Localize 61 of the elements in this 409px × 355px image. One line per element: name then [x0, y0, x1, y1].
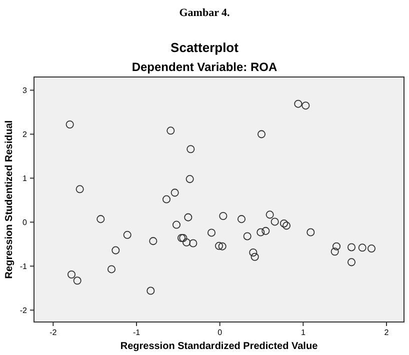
text: Gambar 4. [179, 7, 230, 19]
point [256, 228, 265, 236]
point [214, 242, 224, 250]
point [294, 100, 302, 108]
point [96, 215, 105, 224]
y-axis-title: Regression Studentized Residual [4, 120, 15, 279]
point [347, 243, 356, 252]
point [249, 248, 258, 257]
point [347, 258, 356, 266]
point [66, 120, 74, 129]
point [107, 265, 116, 274]
y-tick-label: 1 [22, 174, 28, 184]
point [243, 232, 252, 240]
point [330, 248, 339, 256]
x-tick-label: 1 [300, 328, 306, 337]
point [149, 237, 158, 246]
x-tick-label: -1 [132, 328, 141, 337]
point [177, 234, 186, 242]
point [186, 175, 194, 184]
point [67, 270, 76, 279]
point [112, 246, 120, 254]
point [332, 242, 341, 250]
point [280, 219, 288, 228]
y-tick-label: 2 [22, 130, 28, 140]
point [306, 228, 315, 236]
point [76, 185, 84, 194]
point [207, 228, 216, 237]
point [146, 286, 155, 295]
point [302, 102, 310, 110]
point [189, 239, 198, 248]
point [250, 252, 259, 261]
y-tick-label: -1 [20, 262, 28, 272]
point [218, 242, 226, 250]
point [237, 215, 246, 224]
y-tick-label: 0 [22, 218, 28, 228]
point [73, 276, 82, 285]
point [262, 226, 270, 235]
chart-subtitle: Dependent Variable: ROA [132, 60, 278, 74]
point [270, 218, 279, 226]
point [162, 195, 171, 204]
point [172, 220, 181, 229]
point [123, 230, 132, 239]
x-tick-label: 2 [384, 328, 390, 337]
point [257, 130, 266, 138]
y-tick-label: 3 [22, 86, 28, 96]
point [170, 188, 179, 197]
y-tick-label: -2 [20, 306, 28, 316]
x-axis-title: Regression Standardized Predicted Value [120, 341, 318, 352]
point [358, 244, 366, 252]
point [219, 212, 228, 220]
x-tick-label: -2 [50, 328, 58, 337]
point [182, 238, 191, 246]
point [266, 210, 274, 219]
chart-title: Scatterplot [170, 40, 240, 55]
point [186, 145, 195, 154]
point [367, 244, 376, 253]
x-tick-label: 0 [218, 328, 223, 337]
point [179, 234, 188, 242]
point [184, 213, 192, 222]
point [166, 126, 175, 135]
point [282, 222, 291, 230]
